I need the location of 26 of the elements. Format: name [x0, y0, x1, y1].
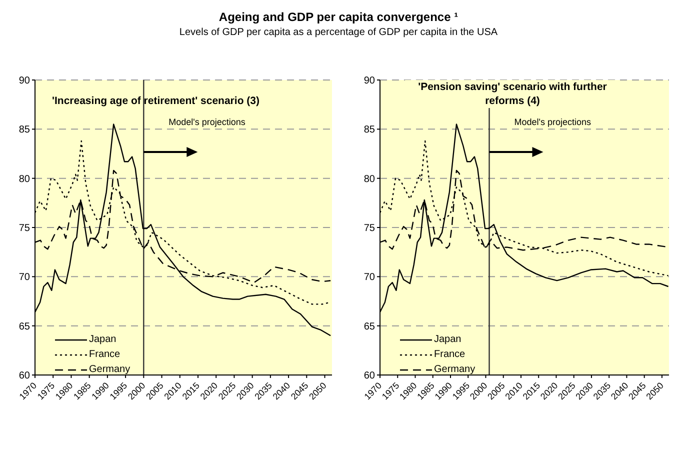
y-tick-label: 60	[18, 370, 30, 382]
y-tick-label: 80	[364, 174, 376, 185]
legend-label: Germany	[89, 364, 130, 375]
ref-line-label: Model's projections	[514, 117, 592, 127]
legend-label: Germany	[434, 364, 476, 375]
chart-title: Ageing and GDP per capita convergence ¹	[218, 10, 460, 24]
annotation: 'Increasing age of retirement' scenario (3)	[52, 94, 260, 108]
y-tick-label: 85	[18, 124, 30, 136]
y-tick-label: 90	[364, 76, 376, 87]
y-tick-label: 65	[18, 321, 30, 332]
legend-label: France	[434, 349, 466, 360]
y-tick-label: 75	[364, 223, 376, 234]
y-tick-label: 75	[18, 223, 30, 234]
y-tick-label: 85	[364, 124, 376, 136]
y-tick-label: 70	[18, 272, 30, 284]
legend-label: France	[89, 349, 120, 360]
y-tick-label: 60	[364, 370, 376, 382]
y-tick-label: 80	[18, 174, 30, 185]
y-tick-label: 65	[364, 321, 376, 332]
legend-label: Japan	[434, 334, 462, 345]
chart-subtitle: Levels of GDP per capita as a percentage of GDP per capita in the USA	[178, 27, 499, 38]
legend-label: Japan	[89, 334, 116, 345]
y-tick-label: 70	[364, 272, 376, 284]
y-tick-label: 90	[18, 76, 30, 87]
ref-line-label: Model's projections	[168, 117, 246, 127]
annotation: 'Pension saving' scenario with further reforms (4)	[405, 80, 620, 108]
